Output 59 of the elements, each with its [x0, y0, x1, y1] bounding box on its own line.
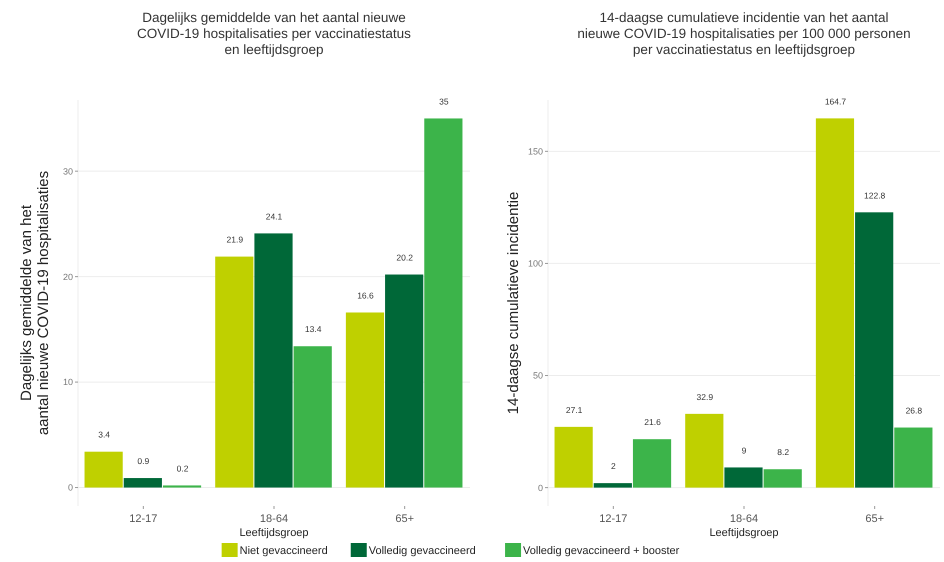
data-label: 24.1 — [266, 211, 283, 222]
x-axis-title: Leeftijdsgroep — [239, 527, 309, 539]
data-label: 16.6 — [357, 290, 374, 300]
bar — [124, 478, 162, 488]
legend-label: Niet gevaccineerd — [240, 544, 328, 557]
y-tick-label: 0 — [68, 482, 73, 493]
bar — [894, 428, 932, 488]
data-label: 0.2 — [176, 463, 189, 474]
bar — [685, 414, 724, 488]
bar — [162, 485, 202, 488]
chart-title: 14-daagse cumulatieve incidentie van het aantal nieuwe COVID-19 hospitalisaties per 100 000 personen per vaccinatiestatus en leeftijdsgroep — [577, 10, 911, 57]
data-label: 3.4 — [98, 430, 110, 440]
bar — [816, 118, 854, 488]
bar — [215, 256, 254, 488]
data-label: 0.9 — [137, 456, 150, 466]
x-tick-label: 18-64 — [730, 513, 758, 525]
x-tick-label: 12-17 — [129, 513, 158, 525]
y-tick-label: 30 — [62, 166, 73, 176]
data-label: 164.7 — [824, 96, 846, 106]
data-label: 122.8 — [864, 190, 886, 200]
y-tick-label: 150 — [528, 146, 543, 156]
data-label: 13.4 — [304, 324, 322, 334]
bar — [855, 212, 894, 488]
data-label: 35 — [439, 96, 449, 106]
x-tick-label: 18-64 — [260, 513, 288, 525]
bar — [294, 346, 332, 488]
data-label: 26.8 — [906, 406, 922, 416]
y-tick-label: 0 — [538, 482, 543, 493]
y-tick-label: 20 — [62, 272, 73, 282]
data-label: 21.6 — [644, 417, 662, 428]
y-axis-title: 14-daagse cumulatieve incidentie — [505, 192, 522, 414]
bar — [84, 452, 123, 488]
y-tick-label: 50 — [532, 370, 543, 381]
bar — [594, 483, 632, 488]
bar — [424, 118, 462, 488]
y-axis-title: Dagelijks gemiddelde van het aantal nieuwe COVID-19 hospitalisaties — [18, 170, 52, 436]
x-axis-title: Leeftijdsgroep — [709, 527, 779, 539]
data-label: 21.9 — [226, 234, 244, 245]
x-tick-label: 65+ — [395, 513, 414, 525]
data-label: 9 — [742, 445, 747, 456]
bar — [724, 467, 763, 488]
bar — [632, 439, 672, 488]
data-label: 8.2 — [777, 447, 790, 458]
data-label: 27.1 — [566, 404, 583, 415]
bar — [554, 426, 593, 488]
data-label: 20.2 — [396, 252, 414, 263]
bar — [385, 274, 424, 488]
legend-label: Volledig gevaccineerd — [368, 544, 476, 557]
legend-label: Volledig gevaccineerd + booster — [523, 544, 680, 557]
y-tick-label: 10 — [62, 377, 73, 388]
chart-title: Dagelijks gemiddelde van het aantal nieuwe COVID-19 hospitalisaties per vaccinatiestatus en leeftijdsgroep — [137, 10, 412, 57]
bar — [346, 312, 384, 488]
data-label: 2 — [610, 461, 616, 472]
data-label: 32.9 — [696, 392, 714, 402]
bar — [764, 469, 802, 488]
x-tick-label: 65+ — [865, 513, 884, 525]
y-tick-label: 100 — [528, 258, 543, 269]
bar — [254, 233, 293, 488]
x-tick-label: 12-17 — [599, 513, 628, 525]
